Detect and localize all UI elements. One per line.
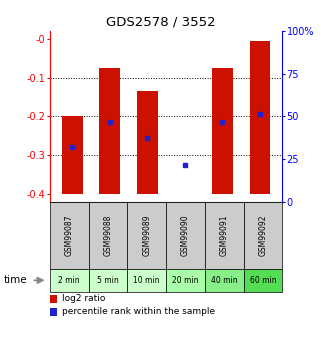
Text: GSM99087: GSM99087 [65, 215, 74, 256]
Text: 2 min: 2 min [58, 276, 80, 285]
Text: GSM99088: GSM99088 [103, 215, 112, 256]
Text: GSM99090: GSM99090 [181, 215, 190, 256]
Text: 40 min: 40 min [211, 276, 238, 285]
Text: log2 ratio: log2 ratio [62, 294, 105, 303]
Text: 20 min: 20 min [172, 276, 199, 285]
Bar [100, 68, 120, 194]
Text: GSM99089: GSM99089 [142, 215, 151, 256]
Bar [250, 41, 270, 194]
Text: 10 min: 10 min [134, 276, 160, 285]
Text: 5 min: 5 min [97, 276, 119, 285]
Bar [62, 117, 82, 194]
Text: time: time [3, 275, 27, 285]
Text: GSM99092: GSM99092 [259, 215, 268, 256]
Text: GSM99091: GSM99091 [220, 215, 229, 256]
Text: GDS2578 / 3552: GDS2578 / 3552 [106, 16, 215, 29]
Bar [212, 68, 233, 194]
Bar [137, 91, 158, 194]
Text: percentile rank within the sample: percentile rank within the sample [62, 307, 215, 316]
Text: 60 min: 60 min [250, 276, 276, 285]
